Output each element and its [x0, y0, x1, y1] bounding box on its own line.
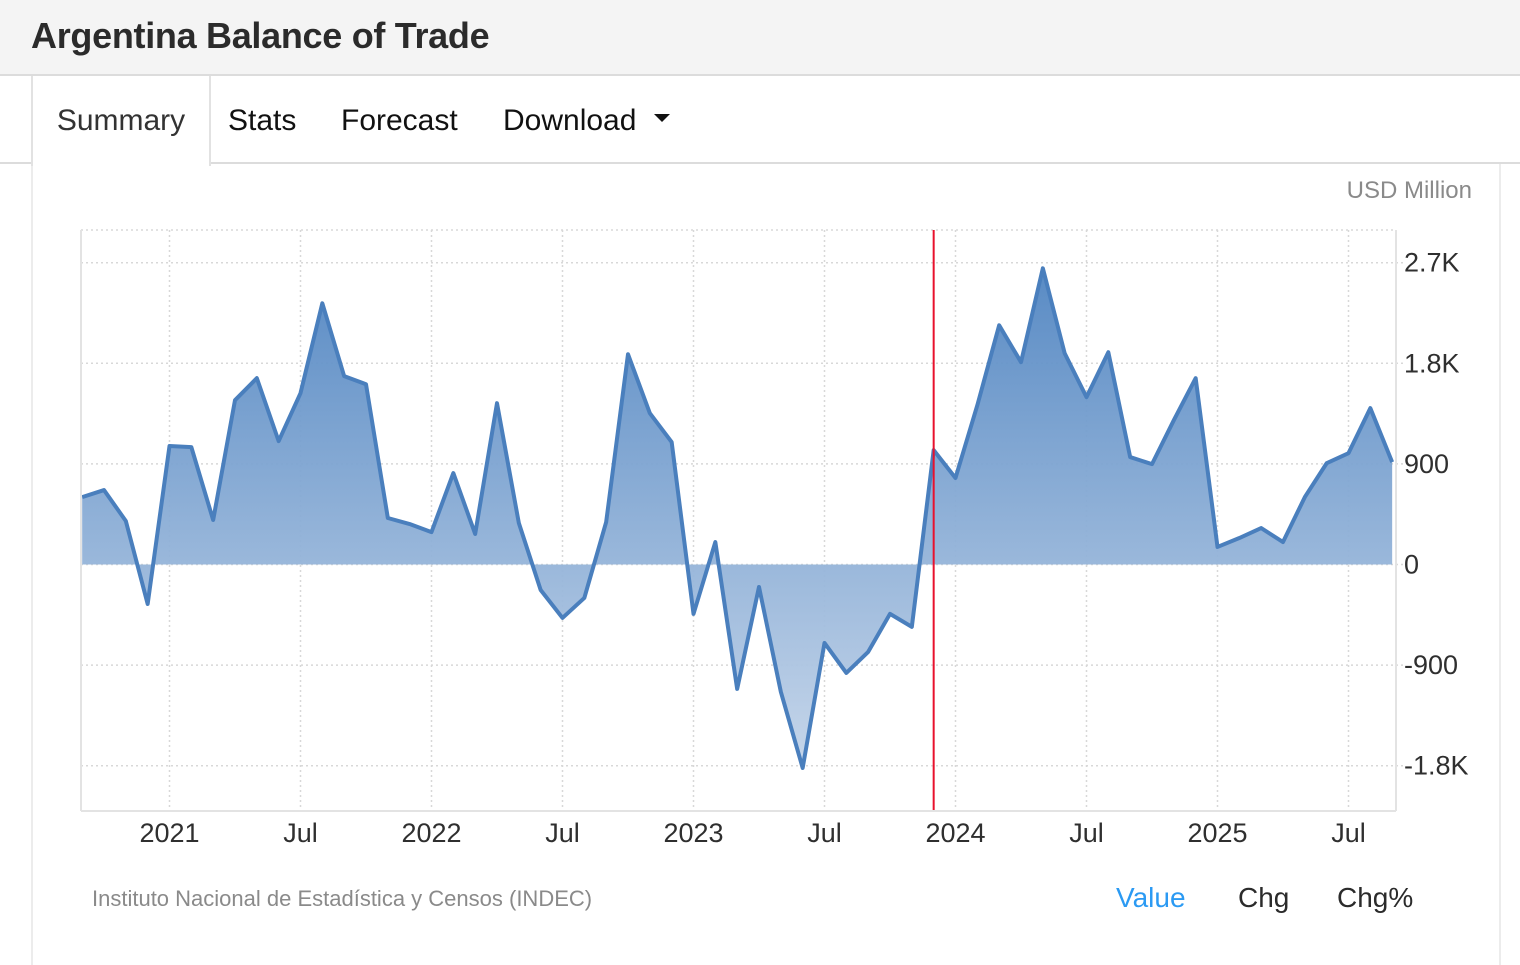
x-tick-label: Jul	[807, 818, 842, 848]
x-tick-label: Jul	[283, 818, 318, 848]
y-tick-label: 1.8K	[1404, 348, 1460, 378]
unit-label: USD Million	[1346, 177, 1472, 204]
y-tick-label: 0	[1404, 550, 1419, 580]
chg-percent-toggle[interactable]: Chg%	[1337, 882, 1414, 913]
tab-download[interactable]: Download	[503, 76, 671, 164]
x-tick-label: 2025	[1187, 818, 1247, 848]
x-tick-label: Jul	[545, 818, 580, 848]
area-layer	[81, 230, 1395, 811]
x-tick-label: 2021	[139, 818, 199, 848]
y-tick-label: -1.8K	[1404, 751, 1469, 781]
chg-toggle[interactable]: Chg	[1238, 882, 1290, 913]
y-axis-labels: 2.7K 1.8K 900 0 -900 -1.8K	[1404, 248, 1469, 781]
x-tick-label: 2022	[401, 818, 461, 848]
title-bar: Argentina Balance of Trade	[0, 0, 1520, 76]
y-tick-label: 2.7K	[1404, 248, 1460, 278]
tab-stats[interactable]: Stats	[228, 104, 297, 137]
source-label: Instituto Nacional de Estadística y Cens…	[92, 886, 593, 911]
tabs-divider	[0, 162, 1520, 164]
axes	[80, 230, 1397, 812]
x-tick-label: Jul	[1331, 818, 1366, 848]
x-tick-label: 2023	[663, 818, 723, 848]
y-tick-label: 900	[1404, 449, 1449, 479]
value-toggle[interactable]: Value	[1116, 882, 1186, 913]
tab-forecast[interactable]: Forecast	[341, 104, 458, 137]
caret-down-icon	[654, 114, 671, 123]
content-panel	[31, 164, 1501, 965]
x-tick-label: 2024	[925, 818, 985, 848]
y-tick-label: -900	[1404, 650, 1458, 680]
page-title: Argentina Balance of Trade	[31, 15, 490, 56]
tab-summary[interactable]: Summary	[31, 76, 211, 166]
area-fill	[82, 268, 1393, 768]
tab-download-label: Download	[503, 104, 637, 137]
tab-bar: Summary Stats Forecast Download	[0, 76, 1520, 166]
x-tick-label: Jul	[1069, 818, 1104, 848]
x-axis-labels: 2021 Jul 2022 Jul 2023 Jul 2024 Jul 2025 Jul	[139, 818, 1365, 848]
